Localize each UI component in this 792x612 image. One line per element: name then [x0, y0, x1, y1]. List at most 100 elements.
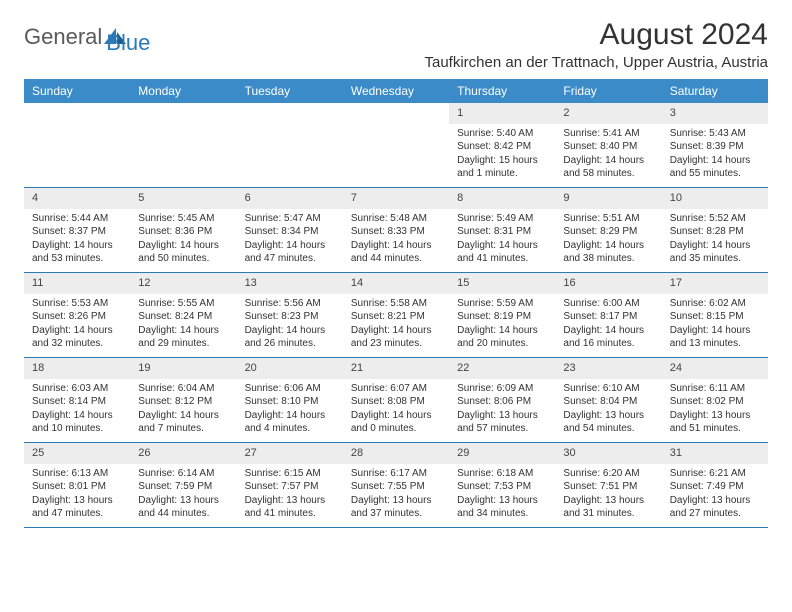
daylight-text: Daylight: 13 hours [670, 494, 760, 508]
weekday-header: Friday [555, 79, 661, 103]
day-number: 29 [449, 443, 555, 464]
day-cell: 15Sunrise: 5:59 AMSunset: 8:19 PMDayligh… [449, 273, 555, 357]
daylight-text: Daylight: 13 hours [32, 494, 122, 508]
day-number: 27 [237, 443, 343, 464]
sunrise-text: Sunrise: 6:15 AM [245, 467, 335, 481]
day-number: 16 [555, 273, 661, 294]
day-cell: 26Sunrise: 6:14 AMSunset: 7:59 PMDayligh… [130, 443, 236, 527]
daylight-text: Daylight: 13 hours [457, 409, 547, 423]
day-cell: 31Sunrise: 6:21 AMSunset: 7:49 PMDayligh… [662, 443, 768, 527]
daylight-text: and 38 minutes. [563, 252, 653, 266]
day-number: 1 [449, 103, 555, 124]
title-block: August 2024 Taufkirchen an der Trattnach… [424, 18, 768, 71]
daylight-text: Daylight: 15 hours [457, 154, 547, 168]
day-number: 28 [343, 443, 449, 464]
daylight-text: Daylight: 14 hours [245, 324, 335, 338]
day-body: Sunrise: 5:43 AMSunset: 8:39 PMDaylight:… [662, 124, 768, 187]
daylight-text: and 26 minutes. [245, 337, 335, 351]
daylight-text: Daylight: 13 hours [670, 409, 760, 423]
daylight-text: Daylight: 14 hours [32, 324, 122, 338]
day-number: 12 [130, 273, 236, 294]
sunrise-text: Sunrise: 6:04 AM [138, 382, 228, 396]
sunset-text: Sunset: 8:37 PM [32, 225, 122, 239]
calendar: Sunday Monday Tuesday Wednesday Thursday… [24, 79, 768, 528]
sunset-text: Sunset: 8:04 PM [563, 395, 653, 409]
weekday-header: Sunday [24, 79, 130, 103]
day-body: Sunrise: 6:13 AMSunset: 8:01 PMDaylight:… [24, 464, 130, 527]
sunset-text: Sunset: 8:28 PM [670, 225, 760, 239]
location-subtitle: Taufkirchen an der Trattnach, Upper Aust… [424, 54, 768, 71]
day-number: 23 [555, 358, 661, 379]
sunrise-text: Sunrise: 5:45 AM [138, 212, 228, 226]
day-cell: 19Sunrise: 6:04 AMSunset: 8:12 PMDayligh… [130, 358, 236, 442]
daylight-text: and 0 minutes. [351, 422, 441, 436]
daylight-text: and 53 minutes. [32, 252, 122, 266]
sunset-text: Sunset: 8:10 PM [245, 395, 335, 409]
sunrise-text: Sunrise: 6:11 AM [670, 382, 760, 396]
weekday-header: Saturday [662, 79, 768, 103]
day-body: Sunrise: 6:17 AMSunset: 7:55 PMDaylight:… [343, 464, 449, 527]
day-number: 5 [130, 188, 236, 209]
day-cell: 16Sunrise: 6:00 AMSunset: 8:17 PMDayligh… [555, 273, 661, 357]
day-cell: 17Sunrise: 6:02 AMSunset: 8:15 PMDayligh… [662, 273, 768, 357]
day-body: Sunrise: 5:56 AMSunset: 8:23 PMDaylight:… [237, 294, 343, 357]
sunrise-text: Sunrise: 6:03 AM [32, 382, 122, 396]
day-number: 21 [343, 358, 449, 379]
day-cell: 10Sunrise: 5:52 AMSunset: 8:28 PMDayligh… [662, 188, 768, 272]
day-cell: 25Sunrise: 6:13 AMSunset: 8:01 PMDayligh… [24, 443, 130, 527]
daylight-text: and 27 minutes. [670, 507, 760, 521]
daylight-text: Daylight: 14 hours [32, 409, 122, 423]
sunset-text: Sunset: 8:14 PM [32, 395, 122, 409]
daylight-text: and 51 minutes. [670, 422, 760, 436]
sunset-text: Sunset: 8:39 PM [670, 140, 760, 154]
daylight-text: Daylight: 14 hours [457, 324, 547, 338]
sunset-text: Sunset: 8:19 PM [457, 310, 547, 324]
day-cell: 3Sunrise: 5:43 AMSunset: 8:39 PMDaylight… [662, 103, 768, 187]
day-number: 4 [24, 188, 130, 209]
daylight-text: Daylight: 14 hours [138, 409, 228, 423]
day-number: 9 [555, 188, 661, 209]
daylight-text: Daylight: 14 hours [670, 324, 760, 338]
day-number: 14 [343, 273, 449, 294]
day-body: Sunrise: 5:58 AMSunset: 8:21 PMDaylight:… [343, 294, 449, 357]
daylight-text: and 44 minutes. [351, 252, 441, 266]
sunset-text: Sunset: 8:02 PM [670, 395, 760, 409]
daylight-text: Daylight: 14 hours [32, 239, 122, 253]
daylight-text: and 55 minutes. [670, 167, 760, 181]
day-cell: 14Sunrise: 5:58 AMSunset: 8:21 PMDayligh… [343, 273, 449, 357]
sunset-text: Sunset: 7:51 PM [563, 480, 653, 494]
day-cell [237, 103, 343, 187]
day-cell: 5Sunrise: 5:45 AMSunset: 8:36 PMDaylight… [130, 188, 236, 272]
sunrise-text: Sunrise: 5:49 AM [457, 212, 547, 226]
sunset-text: Sunset: 7:55 PM [351, 480, 441, 494]
logo-text-blue: Blue [106, 30, 150, 55]
day-number: 7 [343, 188, 449, 209]
sunrise-text: Sunrise: 5:59 AM [457, 297, 547, 311]
sunrise-text: Sunrise: 6:06 AM [245, 382, 335, 396]
daylight-text: and 57 minutes. [457, 422, 547, 436]
week-row: 4Sunrise: 5:44 AMSunset: 8:37 PMDaylight… [24, 188, 768, 273]
daylight-text: and 20 minutes. [457, 337, 547, 351]
sunset-text: Sunset: 7:57 PM [245, 480, 335, 494]
day-number: 8 [449, 188, 555, 209]
day-number: 20 [237, 358, 343, 379]
day-cell: 29Sunrise: 6:18 AMSunset: 7:53 PMDayligh… [449, 443, 555, 527]
day-body: Sunrise: 6:11 AMSunset: 8:02 PMDaylight:… [662, 379, 768, 442]
daylight-text: Daylight: 14 hours [351, 239, 441, 253]
week-row: 11Sunrise: 5:53 AMSunset: 8:26 PMDayligh… [24, 273, 768, 358]
day-number: 19 [130, 358, 236, 379]
daylight-text: and 16 minutes. [563, 337, 653, 351]
day-body: Sunrise: 5:51 AMSunset: 8:29 PMDaylight:… [555, 209, 661, 272]
daylight-text: and 13 minutes. [670, 337, 760, 351]
day-body: Sunrise: 5:44 AMSunset: 8:37 PMDaylight:… [24, 209, 130, 272]
day-number: 22 [449, 358, 555, 379]
daylight-text: Daylight: 14 hours [245, 239, 335, 253]
day-number: 24 [662, 358, 768, 379]
day-body: Sunrise: 6:20 AMSunset: 7:51 PMDaylight:… [555, 464, 661, 527]
day-number: 25 [24, 443, 130, 464]
logo: General Blue [24, 18, 150, 50]
sunset-text: Sunset: 8:21 PM [351, 310, 441, 324]
sunrise-text: Sunrise: 6:21 AM [670, 467, 760, 481]
day-cell: 2Sunrise: 5:41 AMSunset: 8:40 PMDaylight… [555, 103, 661, 187]
day-number: 3 [662, 103, 768, 124]
